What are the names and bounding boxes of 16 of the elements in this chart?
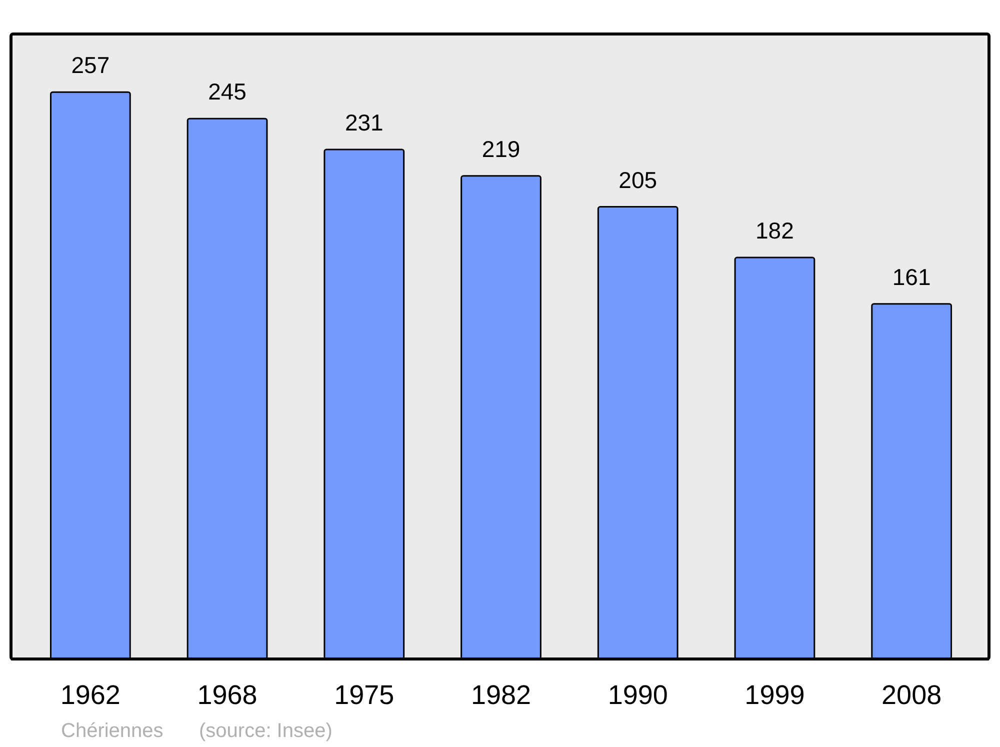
x-tick-label: 1968 (197, 680, 258, 710)
x-tick-label: 1975 (334, 680, 394, 710)
x-tick-label: 2008 (882, 680, 942, 710)
data-label: 245 (208, 78, 246, 105)
text: (source: Insee) (199, 720, 332, 742)
data-label: 231 (344, 109, 384, 136)
text: Chériennes (61, 720, 164, 742)
data-label: 205 (618, 166, 658, 193)
x-tick-label: 1990 (608, 680, 668, 710)
data-label: 161 (892, 264, 931, 290)
x-tick-label: 1962 (60, 680, 120, 710)
x-tick-label: 1999 (744, 680, 805, 710)
data-label: 182 (756, 218, 794, 244)
x-tick-label: 1982 (470, 680, 532, 710)
data-label: 219 (482, 136, 520, 162)
data-label: 257 (71, 52, 110, 78)
